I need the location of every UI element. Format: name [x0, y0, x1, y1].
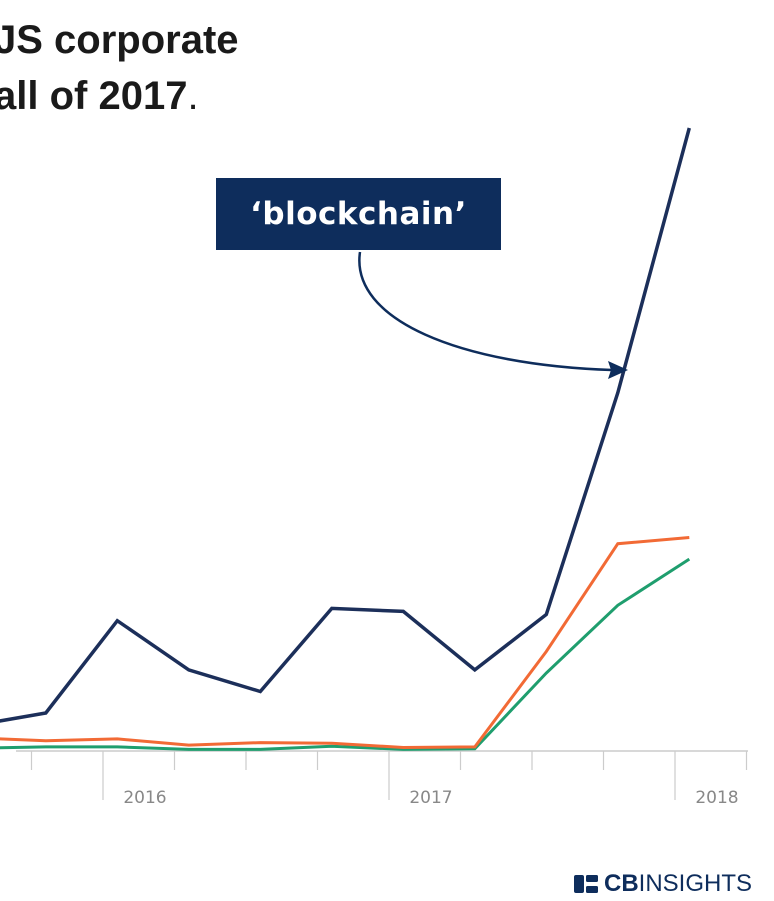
headline-period: .	[187, 74, 199, 118]
x-tick-label-2018: 2018	[695, 788, 738, 808]
x-axis: 2016 2017 2018	[16, 750, 748, 808]
brand-insights: INSIGHTS	[638, 870, 753, 897]
chart-headline: JS corporate all of 2017.	[0, 12, 774, 122]
cb-insights-logo: CBINSIGHTS	[574, 868, 752, 900]
headline-line-2: all of 2017.	[0, 68, 199, 122]
series-line-3	[0, 557, 691, 751]
brand-cb: CB	[604, 870, 639, 897]
headline-line-1: JS corporate	[0, 18, 239, 62]
callout-arrow-curve	[358, 251, 613, 372]
x-tick-label-2016: 2016	[123, 788, 166, 808]
callout-arrowhead	[608, 361, 628, 379]
series-line-2	[0, 536, 690, 750]
cb-insights-logo-icon	[574, 875, 598, 893]
series-layer	[0, 127, 691, 751]
callout-arrow	[358, 251, 628, 379]
headline-line-2-text: all of 2017	[0, 74, 188, 118]
series-line-1	[0, 127, 691, 723]
x-tick-label-2017: 2017	[409, 788, 452, 808]
series-callout-label: ‘blockchain’	[216, 178, 501, 250]
